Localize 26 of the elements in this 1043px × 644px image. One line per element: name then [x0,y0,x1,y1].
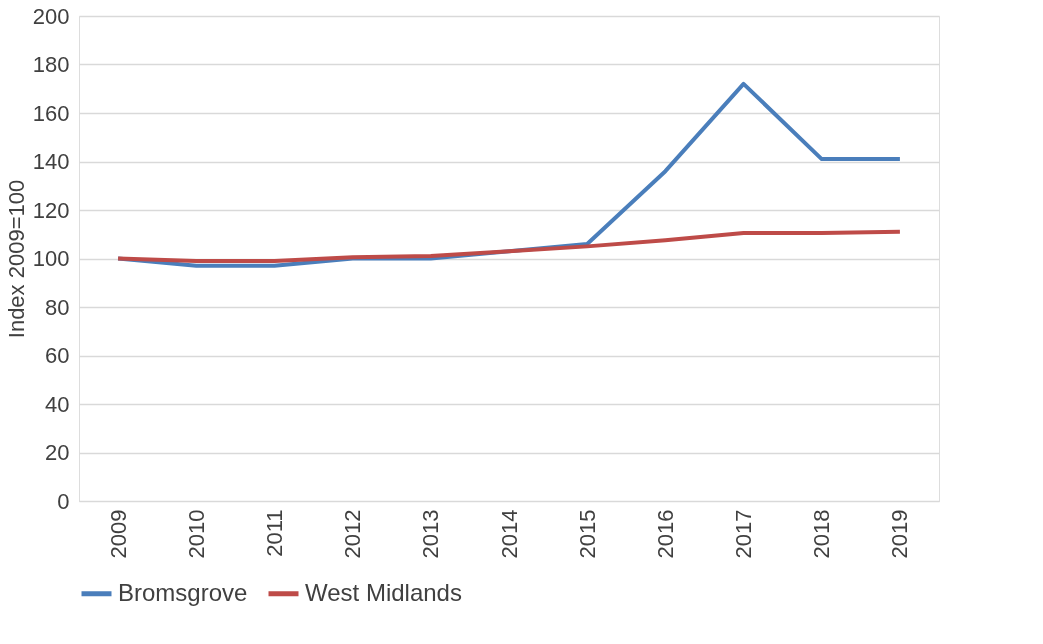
y-tick-label: 120 [32,197,70,223]
x-tick-label: 2011 [261,509,287,557]
legend-label: Bromsgrove [118,578,248,606]
x-tick-label: 2015 [574,509,600,559]
y-tick-label: 180 [32,52,70,77]
y-tick-label: 140 [32,149,70,174]
line-series [116,229,902,263]
y-tick-label: 0 [57,488,70,514]
x-tick-label: 2016 [652,509,678,559]
x-tick-label: 2018 [809,509,835,559]
y-tick-label: 160 [32,100,70,126]
x-tick-label: 2012 [340,509,366,559]
y-tick-label: 40 [45,391,70,417]
x-tick-label: 2017 [731,509,757,559]
y-tick-label: 100 [32,246,70,271]
x-tick-label: 2014 [496,509,522,559]
y-axis-title: Index 2009=100 [3,179,29,339]
x-tick-label: 2019 [887,509,913,559]
y-tick-label: 200 [32,3,70,29]
x-tick-label: 2010 [183,509,209,559]
x-tick-label: 2009 [105,509,131,559]
y-tick-label: 20 [45,440,70,465]
y-tick-label: 80 [45,294,70,320]
x-tick-label: 2013 [418,509,444,559]
y-tick-label: 60 [45,343,70,368]
legend-label: West Midlands [305,578,462,606]
